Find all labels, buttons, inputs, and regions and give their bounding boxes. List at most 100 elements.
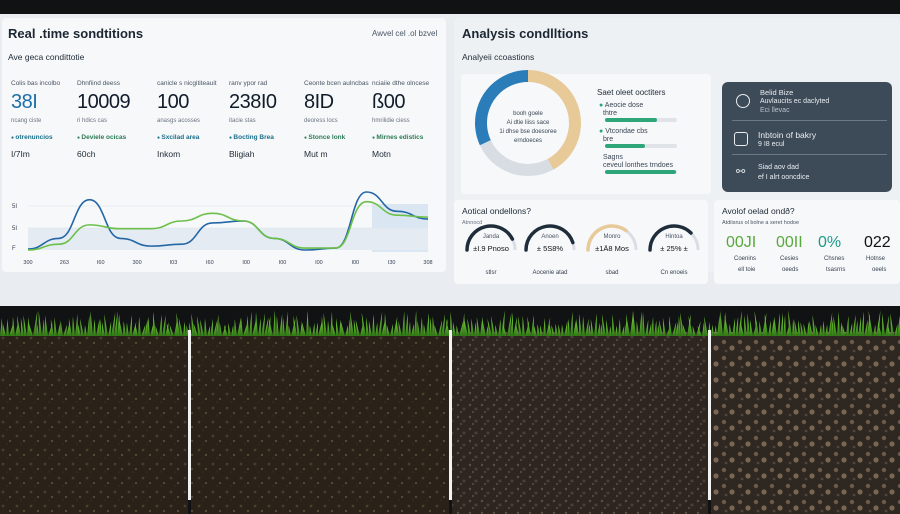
grass-blade	[150, 323, 154, 336]
grass-blade	[348, 318, 351, 336]
grass-blade	[155, 325, 159, 336]
metric-card: nciaiie dthe olncese ß00 hmrilidie ciess…	[372, 80, 442, 159]
grass-blade	[75, 313, 78, 336]
grass-blade	[890, 313, 894, 336]
legend-item: ● Vtcondae cbs	[599, 128, 648, 135]
document-icon	[734, 132, 748, 146]
stats-title: Avolof oelad ondð?	[722, 206, 795, 216]
grass-blade	[15, 321, 19, 336]
grass-blade	[330, 311, 333, 336]
grass-blade	[264, 317, 269, 336]
metric-card: Dhnfiind deess 10009 ri hdics cas Deviel…	[77, 80, 147, 159]
metric-unit: Mut m	[304, 149, 328, 159]
grass-blade	[537, 324, 540, 336]
legend-bar-fill	[605, 144, 646, 148]
x-tick-label: I30	[388, 260, 396, 266]
metric-label: canicle s nicgititeauit	[157, 80, 217, 87]
donut-line: Ai dtie liiss sace	[506, 120, 550, 126]
y-tick-label: F	[12, 246, 16, 252]
grass-blade	[798, 320, 801, 336]
grass-blade	[747, 313, 750, 336]
grass-blade	[174, 317, 178, 336]
grass-blade	[372, 314, 375, 336]
grass-blade	[423, 324, 426, 336]
grass-blade	[487, 318, 492, 336]
grass-blade	[792, 318, 795, 336]
grass-blade	[462, 312, 465, 336]
grass-blade	[849, 322, 853, 336]
grass-blade	[452, 322, 456, 336]
metric-tag: Sxcilad area	[157, 134, 227, 141]
grass-blade	[50, 318, 54, 336]
grass-blade	[355, 319, 360, 336]
grass-blade	[675, 322, 678, 336]
grass-blade	[558, 324, 561, 336]
x-tick-label: I00	[315, 260, 323, 266]
grass-blade	[345, 325, 348, 336]
stat-caption: tsasrns	[826, 267, 846, 273]
grass-blade	[672, 322, 677, 336]
status-sub: Auvlaucits ec daclyted	[760, 98, 830, 105]
legend-sub: bre	[603, 136, 614, 143]
grass-blade	[702, 322, 705, 336]
grass-blade	[93, 318, 96, 336]
grass-blade	[117, 314, 120, 336]
grass-blade	[780, 312, 783, 336]
metric-label: Colis bas incolbo	[11, 80, 61, 87]
grass-blade	[630, 310, 634, 336]
grass-blade	[855, 320, 858, 336]
grass-blade	[398, 320, 402, 336]
grass-blade	[28, 323, 33, 336]
grass-blade	[720, 310, 723, 336]
network-icon: ⚯	[736, 166, 746, 178]
grass-blade	[360, 323, 363, 336]
grass-blade	[300, 322, 303, 336]
donut-chart[interactable]	[469, 64, 587, 182]
grass-blade	[651, 316, 654, 336]
donut-center-text: booh goele Ai dtie liiss sace 1i dhse bs…	[491, 110, 565, 146]
grass-blade	[704, 316, 708, 336]
grass-blade	[837, 311, 840, 336]
gauge-label: Janda	[482, 234, 500, 240]
grass-blade	[517, 316, 522, 336]
stat-value: 00II	[776, 234, 803, 251]
grass-blade	[432, 316, 435, 336]
status-title: Inbtoin of bakry	[758, 130, 817, 140]
grass-blade	[249, 311, 252, 336]
status-card[interactable]: Belid Bize Auvlaucits ec daclyted Eci ll…	[722, 82, 892, 192]
grass-blade	[659, 319, 663, 336]
grass-blade	[323, 312, 327, 336]
metric-unit: 60ch	[77, 149, 96, 159]
grass-blade	[858, 316, 862, 336]
grass-blade	[474, 322, 477, 336]
grass-blade	[234, 318, 237, 336]
grass-blade	[510, 312, 514, 336]
grass-blade	[129, 315, 132, 336]
line-chart[interactable]: 5I 5I F 300 263 I60 300 I03 I60 I00 I00 I00 I00 I30 30…	[6, 184, 436, 268]
grass-blade	[159, 314, 162, 336]
donut-line: 1i dhse bse doesoree	[499, 129, 557, 135]
grass-blade	[396, 321, 399, 336]
status-title: Belid Bize	[760, 88, 794, 97]
metric-note: ri hdics cas	[77, 118, 108, 124]
grass-blade	[293, 315, 297, 336]
grass-blade	[402, 311, 405, 336]
grass-blade	[564, 321, 568, 336]
status-sub: 9 I8 ecul	[758, 141, 785, 148]
grass-blade	[579, 313, 582, 336]
realtime-subtitle: Awvel cel .ol bzvel	[372, 29, 438, 38]
grass-blade	[375, 322, 378, 336]
grass-blade	[822, 320, 825, 336]
grass-blade	[812, 315, 816, 336]
grass-blade	[786, 325, 790, 336]
metric-note: anasgs acosses	[157, 118, 201, 124]
grass-blade	[178, 318, 183, 336]
status-sub: ef I alrt ooncdice	[758, 174, 810, 181]
grass-blade	[582, 316, 585, 336]
grass-blade	[246, 315, 249, 336]
grass-blade	[276, 315, 279, 336]
series-line	[27, 200, 429, 251]
grass-blade	[45, 315, 48, 336]
x-tick-label: I60	[97, 260, 105, 266]
grass-blade	[210, 318, 213, 336]
